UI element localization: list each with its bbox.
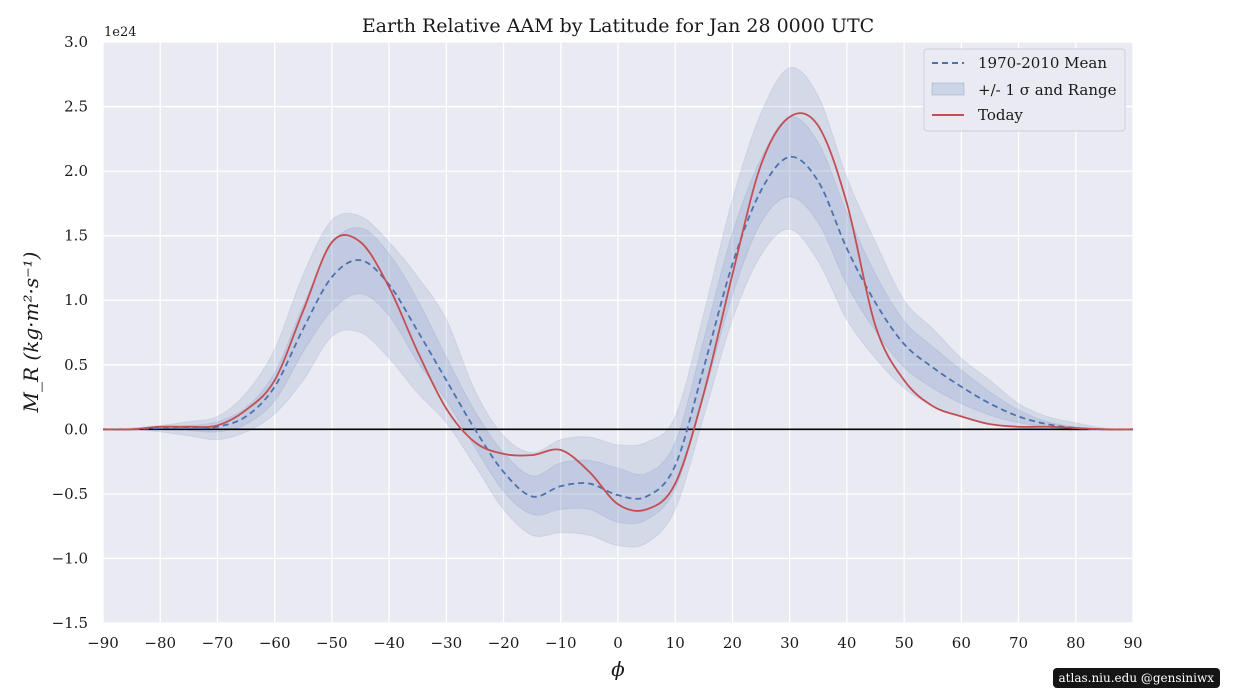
y-tick-label: 0.5 — [64, 356, 88, 374]
y-tick-label: 2.0 — [64, 162, 88, 180]
x-tick-label: −30 — [431, 634, 463, 652]
x-tick-label: −10 — [545, 634, 577, 652]
y-tick-label: 1.0 — [64, 291, 88, 309]
y-tick-label: −1.0 — [52, 549, 88, 567]
credit-badge: atlas.niu.edu @gensiniwx — [1052, 668, 1220, 688]
x-tick-label: −20 — [488, 634, 520, 652]
x-tick-label: −90 — [87, 634, 119, 652]
legend-today-label: Today — [978, 106, 1023, 124]
chart-title: Earth Relative AAM by Latitude for Jan 2… — [362, 15, 874, 37]
x-tick-label: 20 — [723, 634, 742, 652]
y-tick-label: 3.0 — [64, 33, 88, 51]
x-tick-label: −50 — [316, 634, 348, 652]
x-tick-label: 80 — [1066, 634, 1085, 652]
y-tick-label: −1.5 — [52, 614, 88, 632]
x-tick-label: −70 — [202, 634, 234, 652]
x-tick-label: −60 — [259, 634, 291, 652]
x-tick-label: −80 — [144, 634, 176, 652]
series-lines — [102, 112, 1134, 512]
y-tick-label: 2.5 — [64, 98, 88, 116]
x-tick-label: 40 — [837, 634, 856, 652]
today-line — [102, 112, 1134, 512]
x-tick-label: 50 — [895, 634, 914, 652]
legend-band-label: +/- 1 σ and Range — [978, 81, 1117, 99]
legend-mean-label: 1970-2010 Mean — [978, 54, 1107, 72]
y-axis-label: M_R (kg·m²·s⁻¹) — [19, 252, 43, 414]
grid — [102, 41, 1134, 624]
y-tick-label: −0.5 — [52, 485, 88, 503]
x-tick-label: 10 — [666, 634, 685, 652]
x-tick-label: −40 — [373, 634, 405, 652]
legend: 1970-2010 Mean +/- 1 σ and Range Today — [923, 48, 1126, 132]
x-tick-label: 70 — [1009, 634, 1028, 652]
x-tick-labels: −90 −80 −70 −60 −50 −40 −30 −20 −10 0 10 20 30 40 50 60… — [87, 634, 1142, 652]
y-tick-label: 0.0 — [64, 420, 88, 438]
x-tick-label: 0 — [613, 634, 623, 652]
x-axis-label: ϕ — [611, 657, 625, 681]
y-tick-label: 1.5 — [64, 227, 88, 245]
y-offset-label: 1e24 — [104, 25, 137, 40]
mean-line — [102, 156, 1134, 500]
x-tick-label: 90 — [1123, 634, 1142, 652]
legend-band-swatch — [931, 82, 965, 96]
x-tick-label: 60 — [952, 634, 971, 652]
y-tick-labels: −1.5 −1.0 −0.5 0.0 0.5 1.0 1.5 2.0 2.5 3.0 — [52, 33, 88, 632]
x-tick-label: 30 — [780, 634, 799, 652]
legend-box — [923, 48, 1126, 132]
